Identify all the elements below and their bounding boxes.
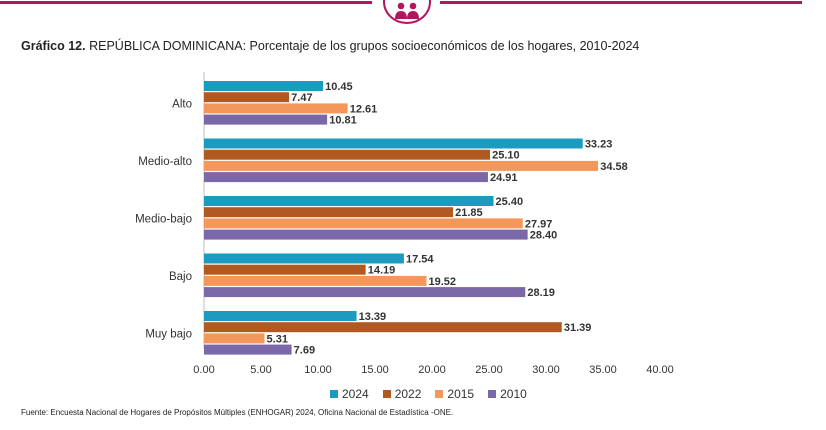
legend-swatch <box>382 390 391 398</box>
legend-label: 2024 <box>342 387 369 401</box>
legend-item-2010: 2010 <box>488 387 527 401</box>
chart-title-text: REPÚBLICA DOMINICANA: Porcentaje de los … <box>85 39 640 53</box>
category-label: Muy bajo <box>145 328 192 340</box>
data-label: 34.58 <box>600 161 628 173</box>
legend-item-2024: 2024 <box>330 387 369 401</box>
x-tick-label: 5.00 <box>250 364 271 376</box>
bar-2015 <box>204 103 348 114</box>
data-label-bg <box>347 103 384 114</box>
data-label-bg <box>493 196 530 206</box>
bar-2015 <box>204 160 599 171</box>
data-label: 10.45 <box>325 81 353 93</box>
data-label: 7.69 <box>294 345 315 357</box>
bar-2022 <box>204 264 366 275</box>
data-label: 21.85 <box>455 207 483 219</box>
legend-label: 2022 <box>394 387 422 401</box>
bar-2022 <box>204 207 454 218</box>
bar-2010 <box>204 229 528 240</box>
data-label-bg <box>525 287 562 298</box>
bar-2024 <box>204 253 404 264</box>
legend-swatch <box>435 390 444 398</box>
category-label: Medio-alto <box>138 156 192 168</box>
bar-2010 <box>204 344 292 355</box>
bar-2024 <box>204 81 324 91</box>
data-label: 13.39 <box>359 311 387 323</box>
bar-2015 <box>204 275 427 286</box>
data-label: 19.52 <box>429 276 457 288</box>
data-label-bg <box>522 218 559 229</box>
bar-2010 <box>204 172 488 183</box>
data-label: 25.40 <box>496 196 524 208</box>
legend-item-2022: 2022 <box>382 387 422 401</box>
source-note: Fuente: Encuesta Nacional de Hogares de … <box>21 408 454 417</box>
data-label-bg <box>561 322 598 333</box>
data-label-bg <box>453 207 490 218</box>
chart-legend: 2024 2022 2015 2010 <box>330 387 527 401</box>
data-label: 28.40 <box>530 230 558 242</box>
x-tick-label: 15.00 <box>361 364 389 376</box>
data-label: 14.19 <box>368 265 396 277</box>
chart-title-prefix: Gráfico 12. <box>21 39 86 53</box>
bar-2022 <box>204 92 290 103</box>
data-label-bg <box>365 264 402 275</box>
legend-label: 2010 <box>500 387 527 401</box>
data-label: 12.61 <box>350 103 378 115</box>
category-label: Medio-bajo <box>135 213 192 225</box>
legend-swatch <box>330 390 338 398</box>
data-label-bg <box>264 333 301 344</box>
x-tick-label: 35.00 <box>589 364 617 376</box>
data-label: 33.23 <box>585 139 613 151</box>
data-label-bg <box>403 253 440 264</box>
x-tick-label: 0.00 <box>193 364 214 376</box>
x-tick-label: 25.00 <box>475 364 503 376</box>
bar-2024 <box>204 196 494 206</box>
data-label: 31.39 <box>564 322 592 334</box>
bar-2010 <box>204 287 526 298</box>
data-label-bg <box>582 138 619 149</box>
data-label-bg <box>327 114 364 125</box>
data-label: 27.97 <box>525 218 553 230</box>
bar-2015 <box>204 218 523 229</box>
data-label-bg <box>598 160 635 171</box>
legend-label: 2015 <box>447 387 475 401</box>
data-label: 28.19 <box>527 287 555 299</box>
data-label-bg <box>487 172 524 183</box>
data-label-bg <box>426 275 463 286</box>
data-label: 10.81 <box>329 115 357 127</box>
data-label-bg <box>289 92 326 103</box>
bar-2015 <box>204 333 265 344</box>
data-label: 7.47 <box>291 92 312 104</box>
data-label-bg <box>490 149 527 160</box>
bar-2022 <box>204 149 491 160</box>
bar-2010 <box>204 114 328 125</box>
legend-swatch <box>488 390 497 398</box>
data-label: 17.54 <box>406 254 434 266</box>
data-label-bg <box>291 344 328 355</box>
bar-2024 <box>204 311 357 321</box>
bar-2022 <box>204 322 562 333</box>
category-label: Bajo <box>169 271 192 283</box>
header-rule-left <box>0 1 372 4</box>
x-tick-label: 20.00 <box>418 364 446 376</box>
data-label: 5.31 <box>267 333 288 345</box>
header-rule-right <box>440 1 802 4</box>
legend-item-2015: 2015 <box>435 387 474 401</box>
data-label-bg <box>356 311 393 321</box>
data-label-bg <box>527 229 564 240</box>
data-label: 24.91 <box>490 172 518 184</box>
x-tick-label: 30.00 <box>532 364 560 376</box>
x-tick-label: 10.00 <box>304 364 332 376</box>
data-label: 25.10 <box>492 150 520 162</box>
chart-title: Gráfico 12. REPÚBLICA DOMINICANA: Porcen… <box>21 39 639 53</box>
category-label: Alto <box>172 98 192 110</box>
bar-2024 <box>204 138 583 149</box>
data-label-bg <box>323 81 360 91</box>
x-tick-label: 40.00 <box>646 364 674 376</box>
